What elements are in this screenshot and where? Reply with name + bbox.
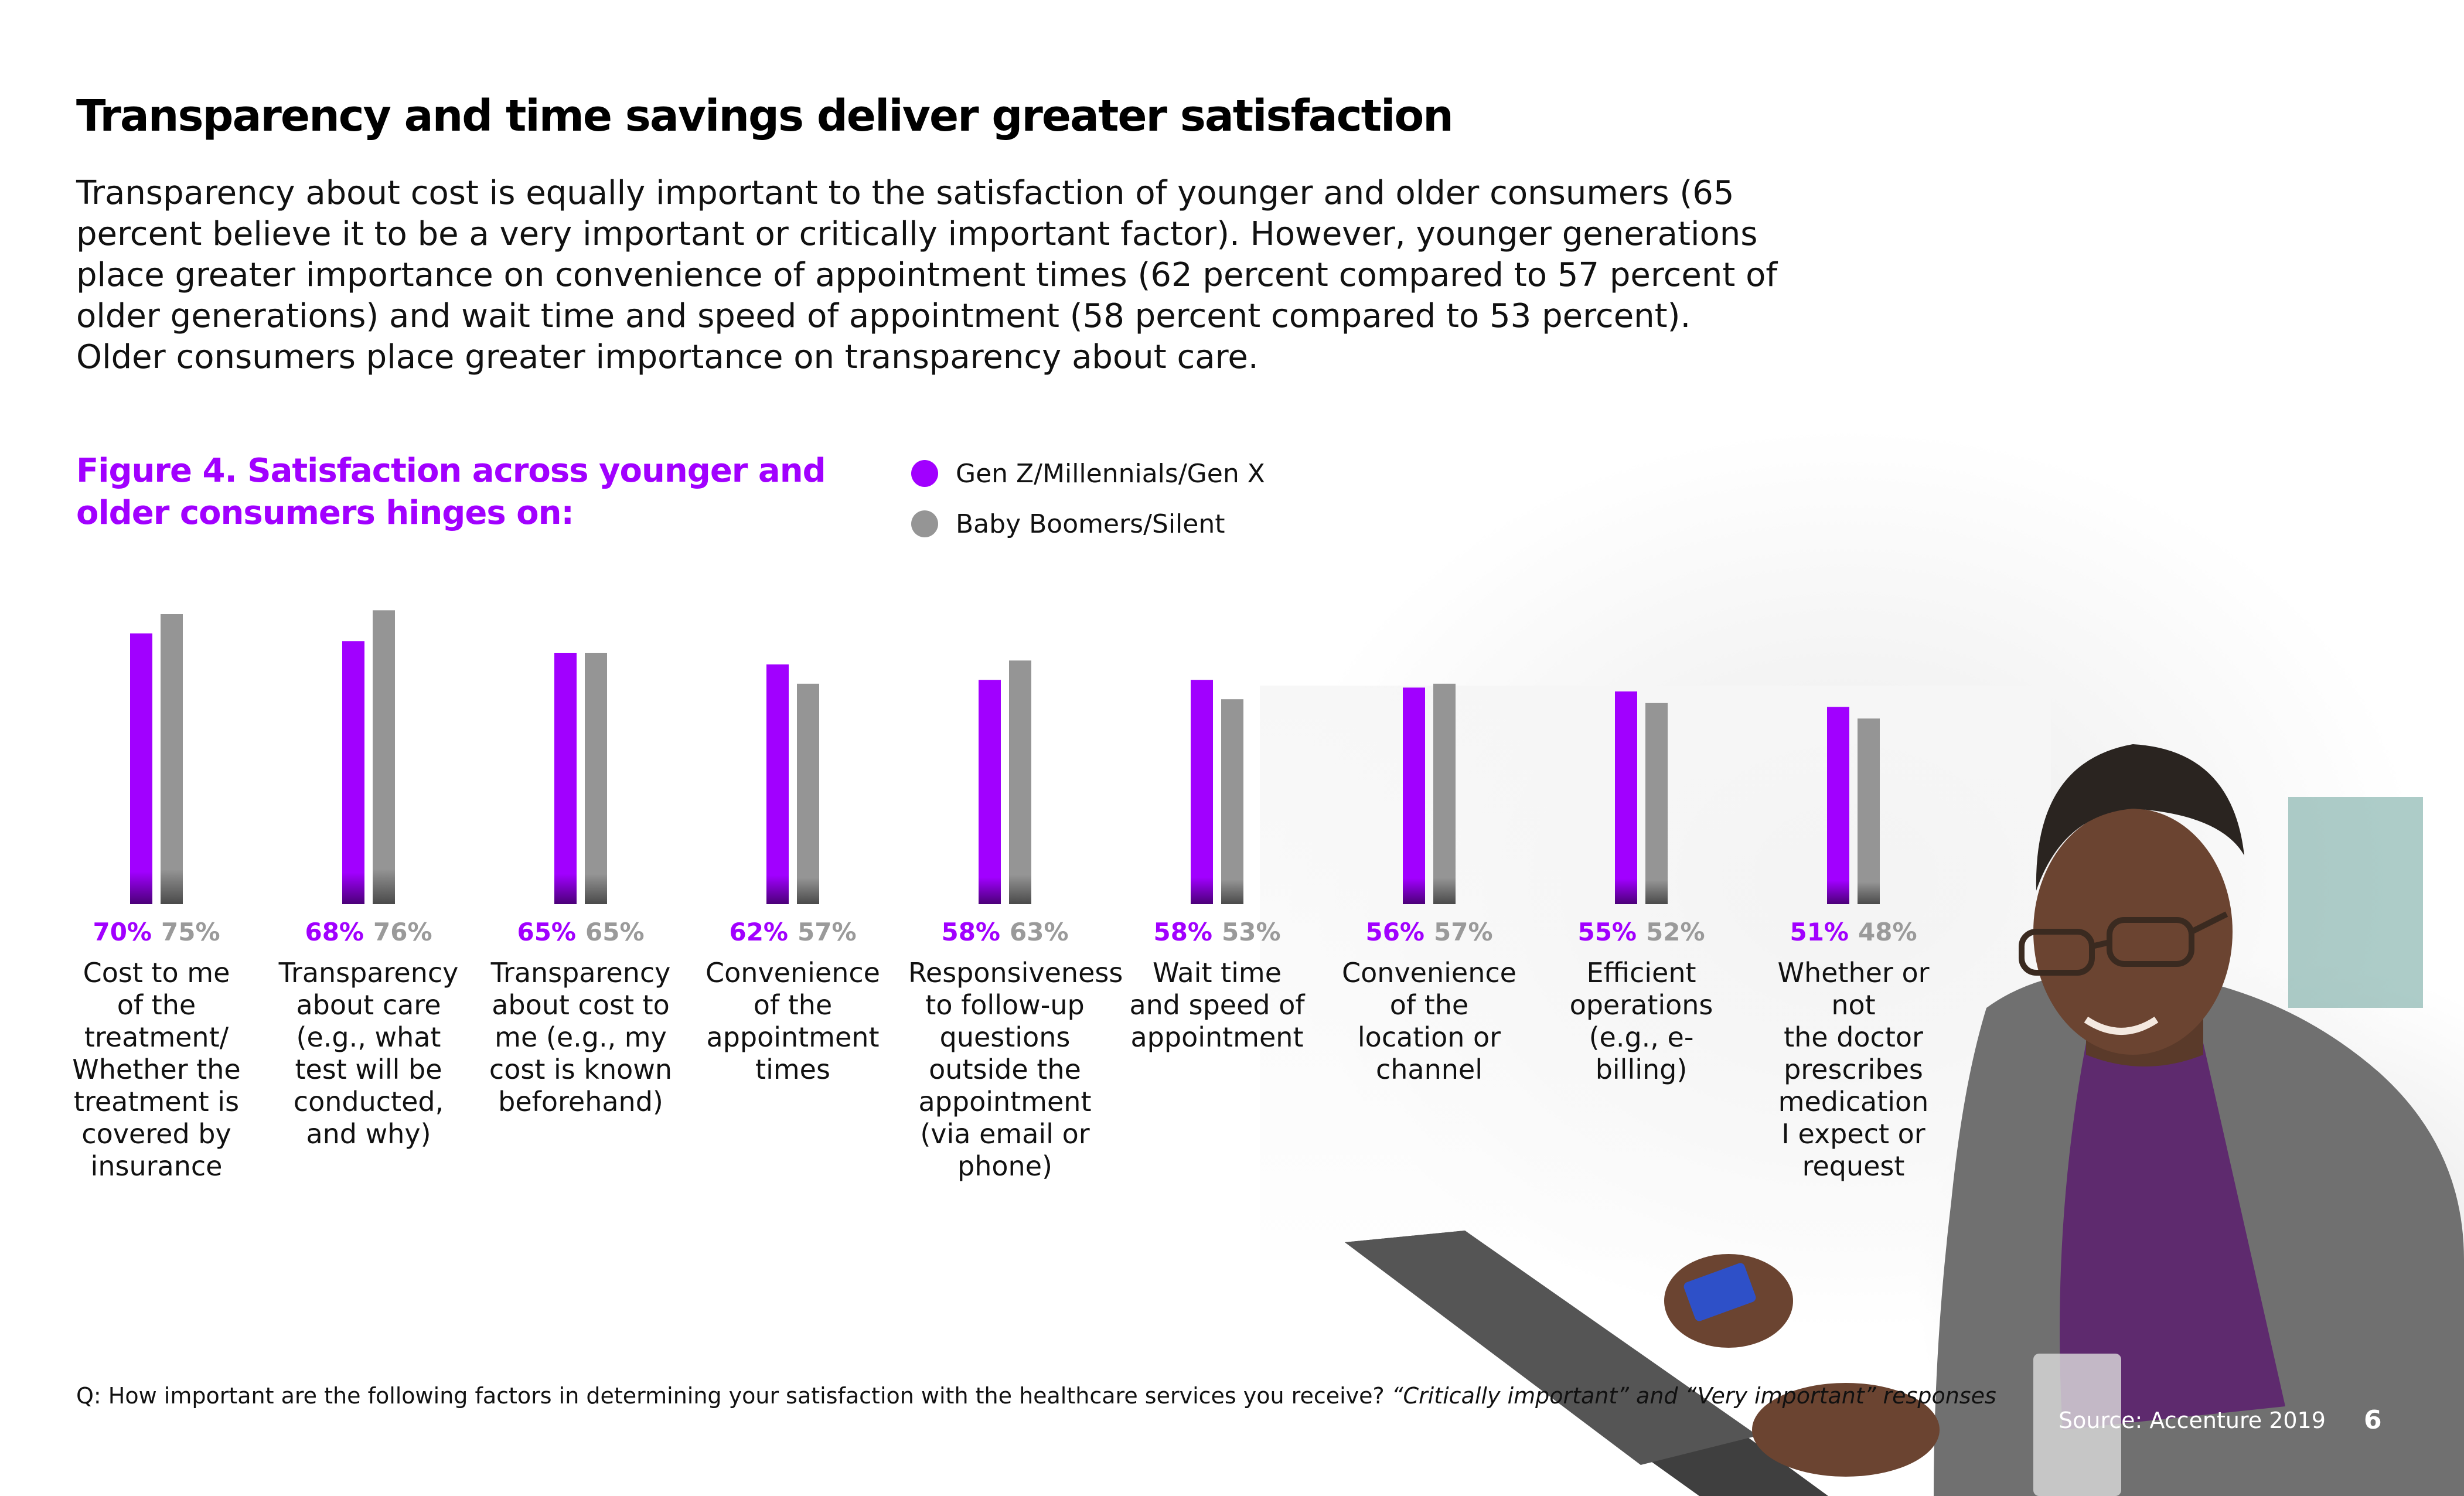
value-label-older-9: 48% xyxy=(1858,918,1917,946)
source-citation: Source: Accenture 2019 xyxy=(2059,1408,2326,1433)
bar-younger-7 xyxy=(1403,687,1425,904)
legend-item-younger: Gen Z/Millennials/Gen X xyxy=(911,448,1265,499)
value-label-older-7: 57% xyxy=(1434,918,1493,946)
chart-value-labels: 70% 75% 68% 76% 65% 65% 62% 57% 58% 63% 58% 53% 56% 5… xyxy=(93,918,1917,946)
survey-footnote: Q: How important are the following facto… xyxy=(76,1382,1996,1410)
legend-label-younger: Gen Z/Millennials/Gen X xyxy=(956,458,1265,489)
bar-younger-8 xyxy=(1615,691,1637,904)
bar-younger-1 xyxy=(130,633,152,904)
glasses-icon xyxy=(2019,911,2228,976)
bar-younger-2 xyxy=(342,641,364,904)
wall-art xyxy=(2288,797,2423,1008)
page-number: 6 xyxy=(2364,1405,2382,1435)
value-label-younger-2: 68% xyxy=(305,918,364,946)
category-label-9: Whether or not the doctor prescribes med… xyxy=(1777,957,1930,1182)
bar-older-4 xyxy=(797,683,819,904)
bar-younger-3 xyxy=(554,653,577,904)
footnote-question: Q: How important are the following facto… xyxy=(76,1383,1385,1409)
value-label-younger-5: 58% xyxy=(941,918,1000,946)
value-label-younger-9: 51% xyxy=(1790,918,1849,946)
bar-older-2 xyxy=(373,610,395,904)
value-label-younger-1: 70% xyxy=(93,918,152,946)
figure-title: Figure 4. Satisfaction across younger an… xyxy=(76,452,826,532)
value-label-younger-6: 58% xyxy=(1153,918,1212,946)
bar-older-9 xyxy=(1858,718,1880,904)
bar-older-6 xyxy=(1221,699,1243,904)
legend-dot-younger xyxy=(911,460,938,487)
category-label-5: Responsiveness to follow-up questions ou… xyxy=(908,957,1123,1182)
value-label-older-5: 63% xyxy=(1010,918,1069,946)
value-label-younger-7: 56% xyxy=(1365,918,1424,946)
credit-card-icon xyxy=(1683,1263,1756,1321)
value-label-older-4: 57% xyxy=(798,918,857,946)
bar-younger-6 xyxy=(1191,680,1213,904)
category-label-4: Convenience of the appointment times xyxy=(706,957,880,1085)
bar-younger-5 xyxy=(979,680,1001,904)
bar-older-8 xyxy=(1645,703,1668,904)
drinking-glass-icon xyxy=(2033,1354,2121,1496)
category-label-7: Convenience of the location or channel xyxy=(1342,957,1516,1085)
bar-older-3 xyxy=(585,653,607,904)
category-label-1: Cost to me of the treatment/ Whether the… xyxy=(72,957,241,1182)
value-label-older-3: 65% xyxy=(585,918,645,946)
bar-older-1 xyxy=(161,614,183,904)
intro-paragraph: Transparency about cost is equally impor… xyxy=(76,174,1778,376)
footnote-responses: “Critically important” and “Very importa… xyxy=(1391,1383,1996,1409)
chart-bars xyxy=(130,610,1880,904)
legend-dot-older xyxy=(911,510,938,537)
value-label-younger-4: 62% xyxy=(729,918,788,946)
value-label-older-2: 76% xyxy=(373,918,432,946)
bar-younger-9 xyxy=(1827,707,1849,904)
page-title: Transparency and time savings deliver gr… xyxy=(76,91,1454,141)
bar-younger-4 xyxy=(766,664,789,904)
category-label-2: Transparency about care (e.g., what test… xyxy=(278,957,459,1150)
value-label-older-8: 52% xyxy=(1646,918,1705,946)
value-label-younger-8: 55% xyxy=(1577,918,1637,946)
value-label-older-1: 75% xyxy=(161,918,220,946)
value-label-younger-3: 65% xyxy=(517,918,576,946)
category-label-6: Wait time and speed of appointment xyxy=(1129,957,1305,1053)
chart-legend: Gen Z/Millennials/Gen X Baby Boomers/Sil… xyxy=(911,448,1265,549)
value-label-older-6: 53% xyxy=(1222,918,1281,946)
bar-older-7 xyxy=(1433,683,1456,904)
legend-item-older: Baby Boomers/Silent xyxy=(911,499,1265,549)
laptop-icon xyxy=(1345,1231,1758,1465)
bar-older-5 xyxy=(1009,660,1031,904)
category-label-8: Efficient operations (e.g., e-billing) xyxy=(1569,957,1713,1085)
bar-chart: 70% 75% 68% 76% 65% 65% 62% 57% 58% 63% 58% 53% 56% 5… xyxy=(93,610,1917,946)
category-label-3: Transparency about cost to me (e.g., my … xyxy=(489,957,673,1117)
legend-label-older: Baby Boomers/Silent xyxy=(956,509,1225,539)
